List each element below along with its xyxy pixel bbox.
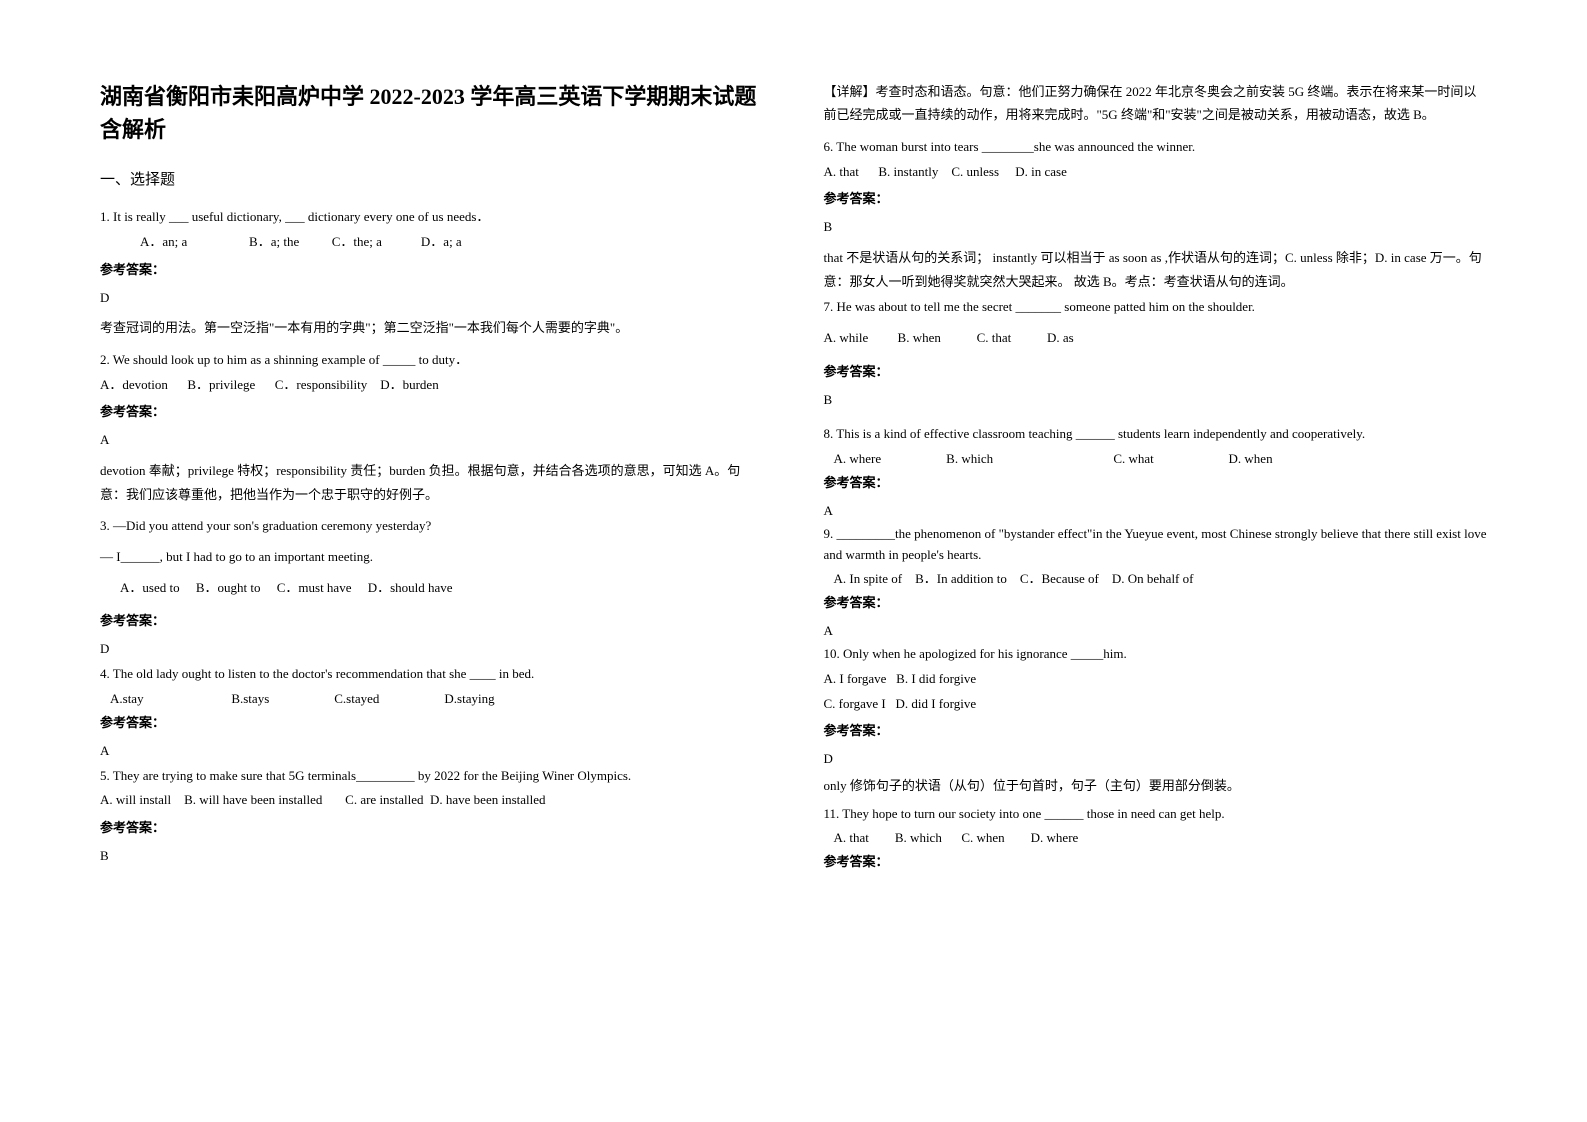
- q11-options: A. that B. which C. when D. where: [824, 828, 1488, 849]
- q5-text: 5. They are trying to make sure that 5G …: [100, 766, 764, 787]
- section-header: 一、选择题: [100, 168, 764, 189]
- q3-options: A．used to B．ought to C．must have D．shoul…: [100, 578, 764, 599]
- right-column: 【详解】考查时态和语态。句意：他们正努力确保在 2022 年北京冬奥会之前安装 …: [824, 80, 1488, 1042]
- q3-text2: — I______, but I had to go to an importa…: [100, 547, 764, 568]
- q6-text: 6. The woman burst into tears ________sh…: [824, 137, 1488, 158]
- left-column: 湖南省衡阳市耒阳高炉中学 2022-2023 学年高三英语下学期期末试题含解析 …: [100, 80, 764, 1042]
- q7-answer-label: 参考答案：: [824, 361, 1488, 380]
- q10-answer-label: 参考答案：: [824, 720, 1488, 739]
- q10-options-2: C. forgave I D. did I forgive: [824, 694, 1488, 715]
- q11-text: 11. They hope to turn our society into o…: [824, 804, 1488, 825]
- q8-answer: A: [824, 501, 1488, 522]
- q4-options: A.stay B.stays C.stayed D.staying: [100, 689, 764, 710]
- q7-options: A. while B. when C. that D. as: [824, 328, 1488, 349]
- q4-text: 4. The old lady ought to listen to the d…: [100, 664, 764, 685]
- q10-explanation: only 修饰句子的状语（从句）位于句首时，句子（主句）要用部分倒装。: [824, 774, 1488, 797]
- q8-answer-label: 参考答案：: [824, 472, 1488, 491]
- q9-answer-label: 参考答案：: [824, 592, 1488, 611]
- q9-options: A. In spite of B．In addition to C．Becaus…: [824, 569, 1488, 590]
- q1-answer: D: [100, 288, 764, 309]
- q5-explanation: 【详解】考查时态和语态。句意：他们正努力确保在 2022 年北京冬奥会之前安装 …: [824, 80, 1488, 127]
- q3-answer-label: 参考答案：: [100, 610, 764, 629]
- q10-text: 10. Only when he apologized for his igno…: [824, 644, 1488, 665]
- q6-options: A. that B. instantly C. unless D. in cas…: [824, 162, 1488, 183]
- q5-answer: B: [100, 846, 764, 867]
- q7-answer: B: [824, 390, 1488, 411]
- q8-options: A. where B. which C. what D. when: [824, 449, 1488, 470]
- q5-options: A. will install B. will have been instal…: [100, 790, 764, 811]
- q2-text: 2. We should look up to him as a shinnin…: [100, 350, 764, 371]
- q10-options-1: A. I forgave B. I did forgive: [824, 669, 1488, 690]
- q2-answer: A: [100, 430, 764, 451]
- q6-answer-label: 参考答案：: [824, 188, 1488, 207]
- q11-answer-label: 参考答案：: [824, 851, 1488, 870]
- q10-answer: D: [824, 749, 1488, 770]
- document-title: 湖南省衡阳市耒阳高炉中学 2022-2023 学年高三英语下学期期末试题含解析: [100, 80, 764, 146]
- q9-answer: A: [824, 621, 1488, 642]
- q2-answer-label: 参考答案：: [100, 401, 764, 420]
- q9-text: 9. _________the phenomenon of "bystander…: [824, 524, 1488, 566]
- q4-answer-label: 参考答案：: [100, 712, 764, 731]
- q8-text: 8. This is a kind of effective classroom…: [824, 424, 1488, 445]
- q3-text: 3. —Did you attend your son's graduation…: [100, 516, 764, 537]
- q6-answer: B: [824, 217, 1488, 238]
- q1-options: A．an; a B．a; the C．the; a D．a; a: [100, 232, 764, 253]
- q1-explanation: 考查冠词的用法。第一空泛指"一本有用的字典"；第二空泛指"一本我们每个人需要的字…: [100, 316, 764, 339]
- q4-answer: A: [100, 741, 764, 762]
- q7-text: 7. He was about to tell me the secret __…: [824, 297, 1488, 318]
- q1-text: 1. It is really ___ useful dictionary, _…: [100, 207, 764, 228]
- q1-answer-label: 参考答案：: [100, 259, 764, 278]
- q6-explanation: that 不是状语从句的关系词； instantly 可以相当于 as soon…: [824, 246, 1488, 293]
- q2-options: A．devotion B．privilege C．responsibility …: [100, 375, 764, 396]
- q3-answer: D: [100, 639, 764, 660]
- q2-explanation: devotion 奉献；privilege 特权；responsibility …: [100, 459, 764, 506]
- q5-answer-label: 参考答案：: [100, 817, 764, 836]
